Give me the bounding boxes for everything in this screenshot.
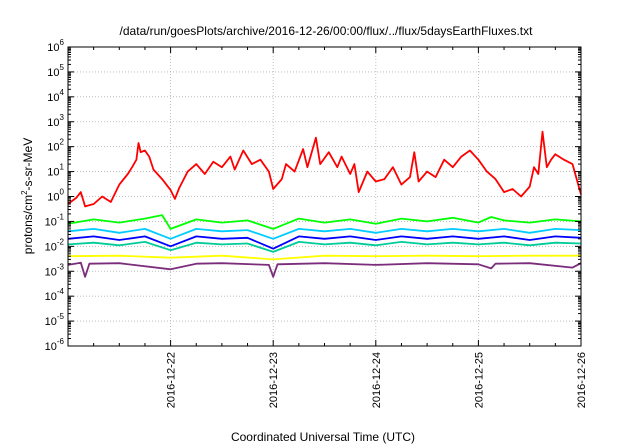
y-tick-label-base: 10: [47, 42, 59, 54]
y-tick-label: 102: [47, 138, 64, 154]
series-layer: [67, 130, 582, 278]
y-tick-label-exp: -3: [57, 262, 65, 271]
y-tick-label: 105: [47, 63, 64, 79]
y-tick-label: 10-1: [45, 212, 65, 228]
grid: [68, 47, 581, 346]
y-tick-label-exp: 3: [60, 113, 65, 122]
y-tick-label-exp: 1: [60, 163, 65, 172]
y-tick-label: 10-2: [45, 237, 65, 253]
y-tick-label-base: 10: [45, 266, 57, 278]
y-tick-label: 10-3: [45, 262, 65, 278]
y-tick-label: 106: [47, 38, 64, 54]
x-axis: 2016-12-22 2016-12-23 2016-12-24 2016-12-25…: [93, 47, 588, 408]
y-tick-label: 100: [47, 188, 64, 204]
y-tick-label-base: 10: [47, 117, 59, 129]
y-tick-label-exp: 0: [60, 188, 65, 197]
y-tick-label-base: 10: [45, 291, 57, 303]
y-tick-label-base: 10: [47, 142, 59, 154]
y-tick-label-exp: 2: [60, 138, 65, 147]
y-tick-label-base: 10: [45, 341, 57, 353]
series-line-6: [67, 254, 581, 261]
y-axis-label: protons/cm2-s-sr-MeV: [20, 138, 35, 254]
y-axis-label-post: -s-sr-MeV: [21, 138, 35, 191]
series-line-4: [67, 235, 582, 250]
series-line-5: [67, 241, 582, 253]
y-tick-label-exp: 6: [60, 38, 65, 47]
x-tick-label: 2016-12-24: [371, 352, 383, 408]
y-tick-label-base: 10: [47, 67, 59, 79]
chart-title: /data/run/goesPlots/archive/2016-12-26/0…: [120, 24, 534, 38]
y-tick-label-base: 10: [45, 316, 57, 328]
y-axis-label-pre: protons/cm: [21, 195, 35, 254]
y-tick-label: 101: [47, 163, 64, 179]
series-line-7: [67, 261, 582, 278]
y-axis: 10-610-510-410-310-210-11001011021031041…: [45, 38, 581, 353]
y-tick-label-base: 10: [47, 167, 59, 179]
y-tick-label-exp: -5: [57, 312, 65, 321]
series-line-3: [67, 228, 582, 240]
y-tick-label-exp: 5: [60, 63, 65, 72]
y-tick-label: 10-4: [45, 287, 65, 303]
y-tick-label-exp: 4: [60, 88, 65, 97]
x-tick-label: 2016-12-26: [576, 352, 588, 408]
y-tick-label-base: 10: [47, 192, 59, 204]
series-line-2: [67, 214, 582, 230]
plot-frame: [67, 46, 582, 347]
y-tick-label: 10-6: [45, 337, 65, 353]
y-tick-label-base: 10: [47, 92, 59, 104]
y-tick-label: 104: [47, 88, 64, 104]
y-tick-label-exp: -6: [57, 337, 65, 346]
y-tick-label-exp: -2: [57, 237, 65, 246]
y-tick-label-base: 10: [45, 241, 57, 253]
x-axis-label: Coordinated Universal Time (UTC): [231, 430, 415, 444]
x-tick-label: 2016-12-23: [268, 352, 280, 408]
y-tick-label-exp: -1: [57, 212, 65, 221]
y-tick-label-base: 10: [45, 216, 57, 228]
series-line-1: [67, 130, 582, 208]
x-tick-label: 2016-12-25: [473, 352, 485, 408]
x-tick-label: 2016-12-22: [166, 352, 178, 408]
y-axis-label-sup: 2: [20, 190, 29, 195]
y-tick-label: 103: [47, 113, 64, 129]
y-tick-label: 10-5: [45, 312, 65, 328]
y-tick-label-exp: -4: [57, 287, 65, 296]
